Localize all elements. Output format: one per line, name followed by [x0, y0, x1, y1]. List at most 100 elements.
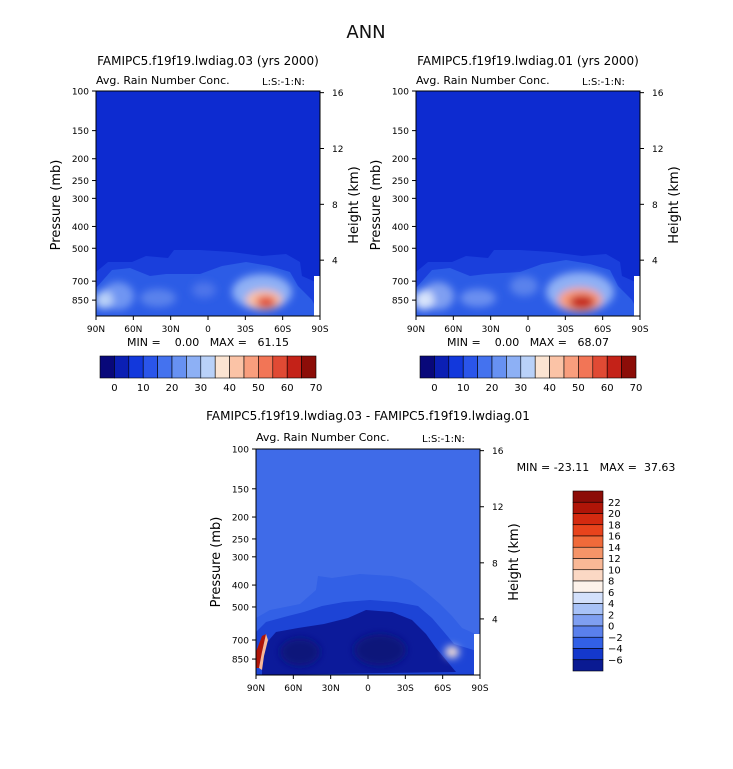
colorbar-swatch: [572, 546, 604, 559]
height-tick-label: 12: [492, 503, 503, 513]
level-tag: L:S:-1:N:: [262, 77, 305, 88]
colorbar-swatch: [157, 355, 173, 379]
colorbar-label: 0: [431, 383, 437, 394]
colorbar-label: 12: [608, 554, 621, 565]
colorbar-swatch: [572, 648, 604, 661]
colorbar-swatch: [572, 569, 604, 582]
y-tick-label: 700: [232, 636, 249, 646]
y-axis-label-right: Height (km): [507, 523, 522, 600]
colorbar-label: −6: [608, 655, 623, 666]
panel-title: FAMIPC5.f19f19.lwdiag.01 (yrs 2000): [417, 54, 639, 68]
x-tick-label: 90S: [631, 325, 648, 335]
heatmap-field: [96, 91, 320, 316]
x-tick-label: 90N: [407, 325, 425, 335]
x-tick-label: 30N: [322, 684, 340, 694]
colorbar-label: 10: [137, 383, 150, 394]
x-tick-label: 30N: [482, 325, 500, 335]
y-tick-label: 850: [392, 297, 409, 307]
y-tick-label: 500: [392, 245, 409, 255]
x-tick-label: 30N: [162, 325, 180, 335]
colorbar: 0 10 20 30 40 50 60 70: [419, 355, 642, 394]
colorbar-swatch: [462, 355, 478, 379]
stats-label: MIN = -23.11 MAX = 37.63: [517, 461, 676, 474]
colorbar-label: 70: [310, 383, 323, 394]
y-tick-label: 500: [232, 603, 249, 613]
y-tick-label: 400: [72, 223, 89, 233]
y-tick-label: 100: [72, 88, 89, 98]
x-tick-label: 60N: [444, 325, 462, 335]
panel-title: FAMIPC5.f19f19.lwdiag.03 - FAMIPC5.f19f1…: [206, 409, 530, 423]
colorbar-swatch: [434, 355, 450, 379]
colorbar-label: 60: [281, 383, 294, 394]
terrain-mask: [634, 276, 640, 316]
colorbar-label: 6: [608, 588, 614, 599]
colorbar-swatch: [621, 355, 637, 379]
colorbar-label: 14: [608, 543, 621, 554]
height-tick-label: 16: [492, 447, 504, 457]
blob-negative: [354, 634, 406, 666]
colorbar-swatch: [572, 501, 604, 514]
colorbar-swatch: [448, 355, 464, 379]
y-axis-left: 100 150 200 250 300 400 500 700 850: [232, 446, 256, 666]
colorbar-label: 40: [223, 383, 236, 394]
colorbar-label: −2: [608, 633, 623, 644]
terrain-mask: [474, 634, 480, 675]
y-tick-label: 300: [232, 553, 249, 563]
colorbar-swatch: [563, 355, 579, 379]
x-tick-label: 60S: [434, 684, 451, 694]
colorbar-label: 20: [486, 383, 499, 394]
colorbar-label: 0: [111, 383, 117, 394]
level-tag: L:S:-1:N:: [582, 77, 625, 88]
y-tick-label: 300: [392, 195, 409, 205]
colorbar-swatch: [128, 355, 144, 379]
y-axis-right: 4 8 12 16: [320, 89, 344, 267]
blob-light: [460, 289, 496, 307]
y-axis-label-left: Pressure (mb): [49, 160, 64, 251]
colorbar-swatch: [272, 355, 288, 379]
colorbar-label: 40: [543, 383, 556, 394]
x-axis: 90N 60N 30N 0 30S 60S 90S: [87, 316, 329, 335]
colorbar-label: 16: [608, 532, 621, 543]
colorbar-swatch: [572, 580, 604, 593]
colorbar-label: 20: [166, 383, 179, 394]
colorbar-label: 60: [601, 383, 614, 394]
terrain-mask: [314, 276, 320, 316]
y-tick-label: 150: [232, 485, 249, 495]
colorbar-label: 10: [608, 565, 621, 576]
y-tick-label: 200: [232, 514, 249, 524]
panel-0: FAMIPC5.f19f19.lwdiag.03 (yrs 2000) Avg.…: [49, 54, 362, 394]
x-tick-label: 30S: [237, 325, 254, 335]
colorbar-swatch: [419, 355, 435, 379]
height-tick-label: 8: [492, 559, 498, 569]
heatmap-field: [256, 449, 480, 675]
colorbar-swatch: [114, 355, 130, 379]
colorbar-swatch: [229, 355, 245, 379]
blob-positive: [448, 648, 456, 656]
height-tick-label: 12: [652, 145, 663, 155]
panel-subtitle: Avg. Rain Number Conc.: [416, 74, 550, 87]
x-tick-label: 90N: [87, 325, 105, 335]
level-tag: L:S:-1:N:: [422, 434, 465, 445]
stats-label: MIN = 0.00 MAX = 68.07: [447, 336, 609, 349]
colorbar-label: 50: [572, 383, 585, 394]
x-tick-label: 60S: [594, 325, 611, 335]
colorbar-swatch: [592, 355, 608, 379]
blob-peak: [569, 295, 595, 309]
colorbar-swatch: [520, 355, 536, 379]
colorbar-swatch: [214, 355, 230, 379]
colorbar-swatch: [572, 558, 604, 571]
x-axis: 90N 60N 30N 0 30S 60S 90S: [407, 316, 649, 335]
y-tick-label: 300: [72, 195, 89, 205]
heatmap-field: [416, 91, 640, 316]
y-tick-label: 250: [232, 535, 249, 545]
x-tick-label: 0: [525, 325, 531, 335]
x-tick-label: 90S: [311, 325, 328, 335]
x-tick-label: 60S: [274, 325, 291, 335]
y-axis-label-left: Pressure (mb): [369, 160, 384, 251]
colorbar-swatch: [477, 355, 493, 379]
colorbar-label: 8: [608, 577, 614, 588]
height-tick-label: 12: [332, 145, 343, 155]
y-tick-label: 200: [392, 155, 409, 165]
x-tick-label: 30S: [397, 684, 414, 694]
